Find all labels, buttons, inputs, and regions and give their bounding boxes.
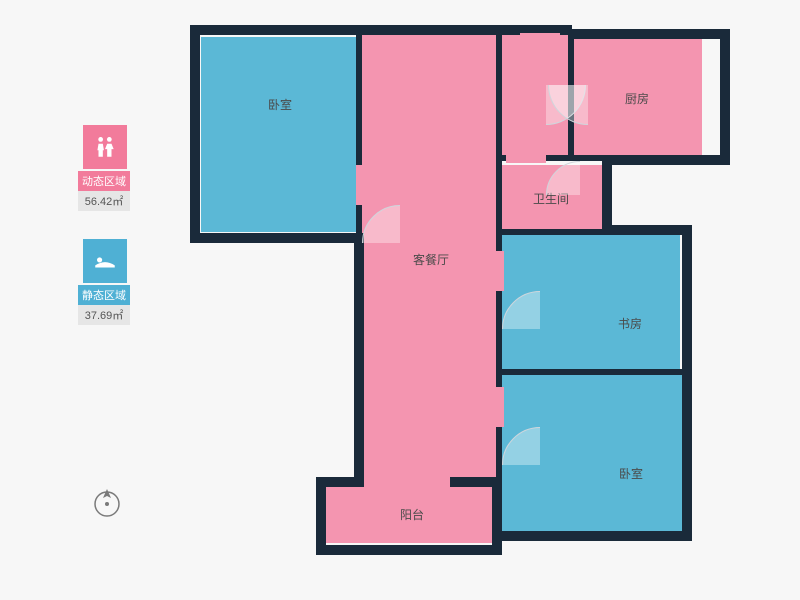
legend-static-value: 37.69㎡ bbox=[78, 305, 130, 325]
legend-dynamic: 动态区域 56.42㎡ bbox=[78, 125, 132, 211]
wall bbox=[190, 233, 364, 243]
wall bbox=[450, 477, 502, 487]
room-kitchen: 厨房 bbox=[572, 39, 702, 157]
legend-static-label: 静态区域 bbox=[78, 285, 130, 305]
wall bbox=[354, 233, 364, 485]
wall bbox=[316, 480, 326, 555]
wall bbox=[316, 477, 364, 487]
door-opening bbox=[506, 155, 546, 163]
wall bbox=[720, 29, 730, 161]
legend-dynamic-value: 56.42㎡ bbox=[78, 191, 130, 211]
room-balcony: 阳台 bbox=[326, 485, 498, 543]
wall bbox=[190, 25, 572, 35]
wall-interior bbox=[496, 369, 686, 375]
wall bbox=[602, 155, 612, 233]
people-icon bbox=[83, 125, 127, 169]
wall bbox=[190, 25, 200, 243]
room-label-balcony: 阳台 bbox=[400, 506, 424, 523]
legend: 动态区域 56.42㎡ 静态区域 37.69㎡ bbox=[78, 125, 132, 353]
wall-interior bbox=[496, 229, 606, 235]
wall bbox=[318, 545, 502, 555]
floor-plan: 卧室客餐厅厨房卫生间书房卧室阳台 bbox=[190, 25, 735, 570]
room-label-kitchen: 厨房 bbox=[625, 90, 649, 107]
door-opening bbox=[356, 165, 364, 205]
wall bbox=[602, 225, 692, 235]
room-bedroom_nw: 卧室 bbox=[201, 37, 359, 232]
room-living: 客餐厅 bbox=[362, 35, 500, 483]
door-opening bbox=[364, 479, 450, 487]
wall bbox=[572, 29, 730, 39]
room-label-living: 客餐厅 bbox=[413, 251, 449, 268]
room-label-study: 书房 bbox=[618, 315, 642, 332]
wall bbox=[602, 155, 730, 165]
door-opening bbox=[496, 251, 504, 291]
compass-icon bbox=[90, 485, 124, 524]
room-label-bedroom_se: 卧室 bbox=[619, 465, 643, 482]
sleep-icon bbox=[83, 239, 127, 283]
wall bbox=[498, 531, 692, 541]
wall bbox=[682, 225, 692, 541]
room-label-bedroom_nw: 卧室 bbox=[268, 96, 292, 113]
legend-dynamic-label: 动态区域 bbox=[78, 171, 130, 191]
door-opening bbox=[496, 387, 504, 427]
legend-static: 静态区域 37.69㎡ bbox=[78, 239, 132, 325]
door-opening bbox=[520, 33, 560, 39]
